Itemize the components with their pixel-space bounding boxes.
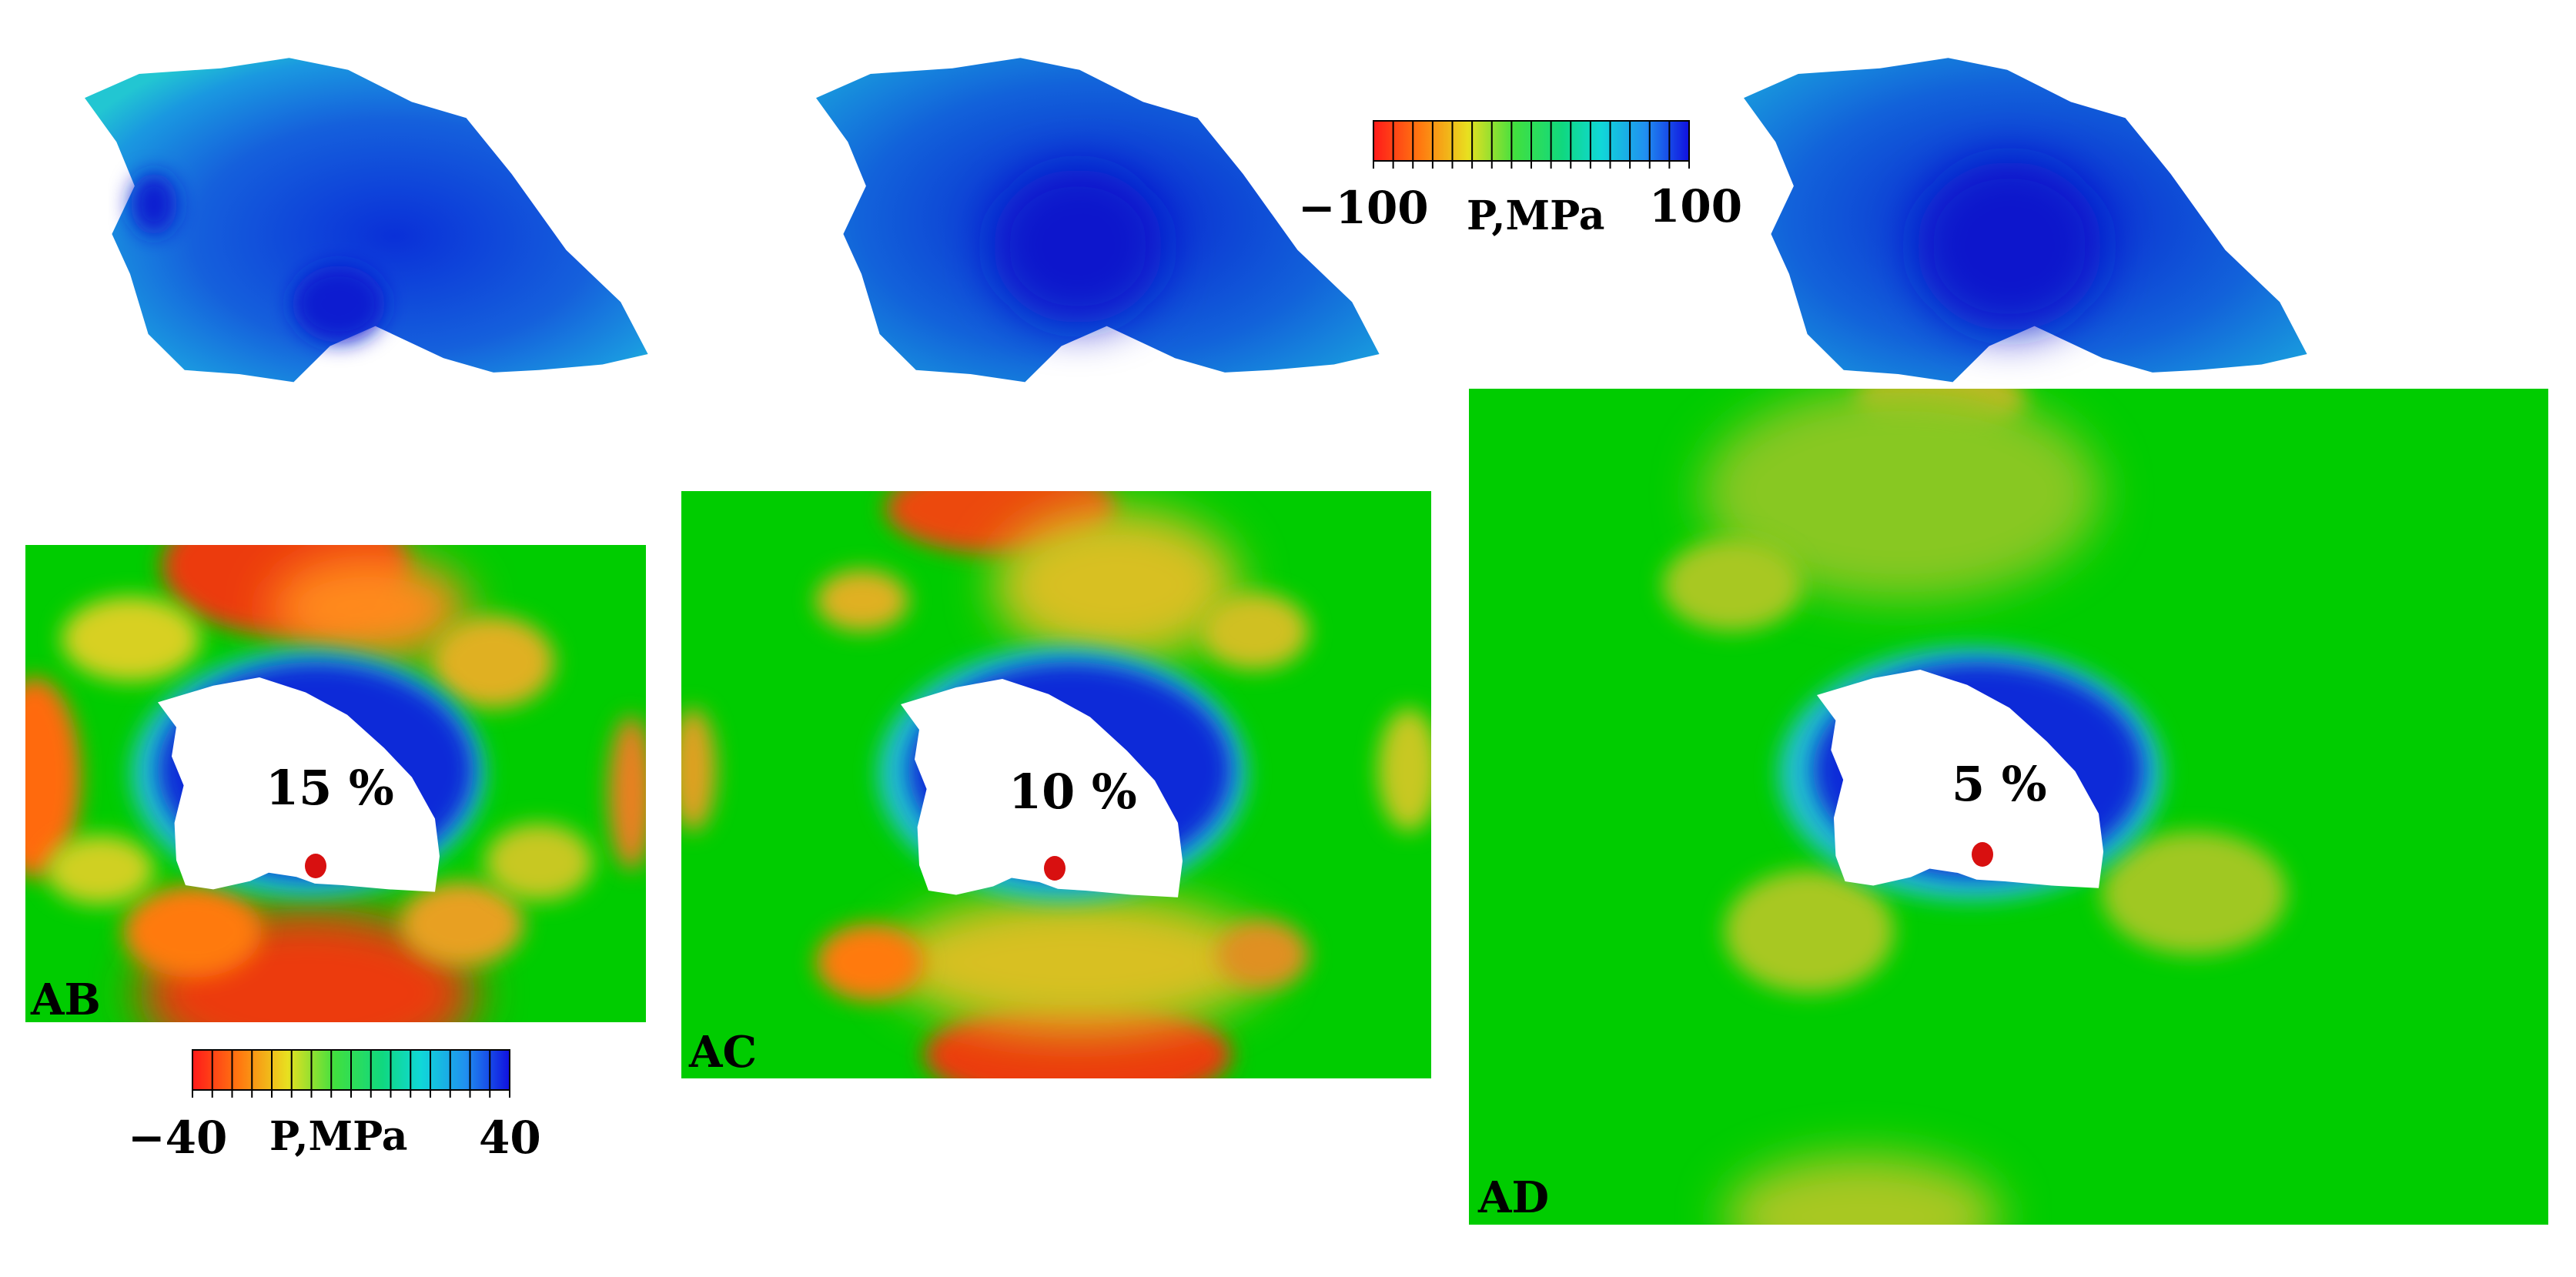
colorbar-matrix-max: 40 bbox=[479, 1112, 541, 1164]
colorbar-matrix-min: −40 bbox=[128, 1112, 227, 1164]
panel-ad-label: AD bbox=[1477, 1172, 1549, 1223]
colorbar-matrix-title: P,MPa bbox=[269, 1113, 407, 1160]
grain-plot-2 bbox=[816, 58, 1380, 383]
panel-ac: AC 10 % bbox=[681, 491, 1431, 1078]
panel-ad: AD 5 % bbox=[1469, 389, 2548, 1225]
colorbar-grain-title: P,MPa bbox=[1467, 192, 1604, 239]
panel-ab-percent: 15 % bbox=[266, 760, 394, 816]
colorbar-grain-max: 100 bbox=[1649, 180, 1742, 232]
panel-ab-label: AB bbox=[30, 974, 101, 1025]
grain-plot-1 bbox=[85, 58, 648, 383]
panel-ac-percent: 10 % bbox=[1009, 764, 1137, 820]
panel-ac-label: AC bbox=[688, 1027, 757, 1078]
colorbar-grain-min: −100 bbox=[1298, 182, 1429, 234]
grain-plot-3 bbox=[1744, 58, 2307, 383]
panel-ad-percent: 5 % bbox=[1952, 756, 2047, 812]
panel-ab: AB 15 % bbox=[25, 545, 646, 1025]
colorbar-grain: −100 P,MPa 100 bbox=[1298, 120, 1742, 239]
colorbar-matrix: −40 P,MPa 40 bbox=[128, 1049, 541, 1164]
